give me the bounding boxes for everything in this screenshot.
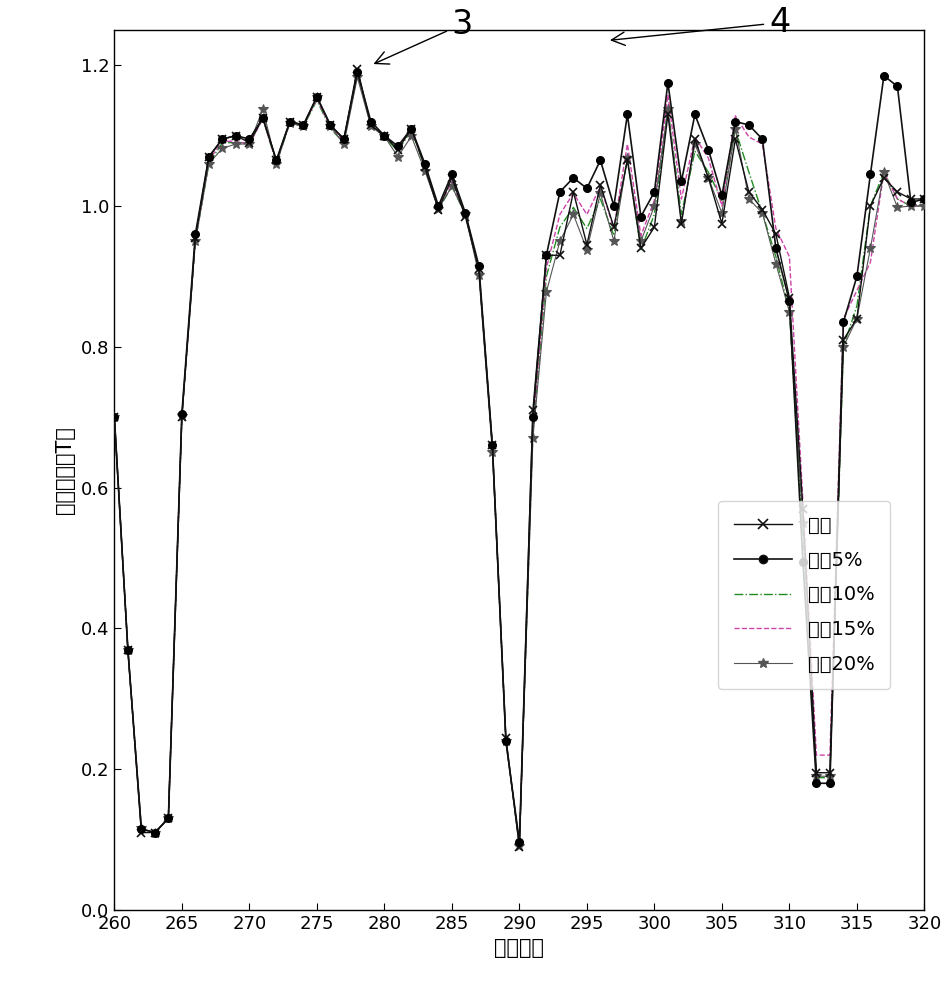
短路5%	[567, 172, 579, 184]
Y-axis label: 磁通密度（T）: 磁通密度（T）	[55, 426, 75, 514]
正常	[270, 154, 282, 166]
Line: 正常: 正常	[110, 65, 927, 851]
短路20%	[270, 158, 282, 170]
Line: 短路5%: 短路5%	[110, 68, 927, 846]
短路10%	[351, 68, 363, 80]
短路15%	[406, 123, 417, 135]
短路5%	[109, 411, 120, 423]
短路10%	[270, 158, 282, 170]
短路5%	[513, 836, 525, 848]
短路20%	[297, 120, 308, 132]
短路20%	[406, 130, 417, 142]
短路20%	[109, 411, 120, 423]
Text: 4: 4	[611, 6, 789, 45]
短路20%	[567, 208, 579, 220]
短路15%	[567, 187, 579, 199]
正常	[513, 841, 525, 853]
Legend: 正常, 短路5%, 短路10%, 短路15%, 短路20%: 正常, 短路5%, 短路10%, 短路15%, 短路20%	[718, 501, 889, 689]
短路5%	[351, 66, 363, 78]
短路10%	[406, 124, 417, 136]
Line: 短路10%: 短路10%	[114, 74, 923, 845]
短路20%	[351, 71, 363, 83]
正常	[351, 63, 363, 75]
短路20%	[837, 341, 848, 353]
短路10%	[297, 120, 308, 132]
正常	[837, 334, 848, 346]
短路5%	[406, 123, 417, 135]
Line: 短路15%: 短路15%	[114, 72, 923, 845]
短路15%	[837, 313, 848, 325]
短路15%	[297, 120, 308, 132]
短路15%	[621, 138, 632, 150]
正常	[918, 193, 929, 205]
短路15%	[918, 200, 929, 212]
短路20%	[621, 152, 632, 164]
正常	[297, 119, 308, 131]
短路5%	[621, 108, 632, 120]
短路10%	[513, 839, 525, 851]
短路5%	[270, 154, 282, 166]
短路10%	[837, 341, 848, 353]
短路20%	[918, 200, 929, 212]
短路10%	[918, 200, 929, 212]
短路15%	[109, 411, 120, 423]
正常	[621, 154, 632, 166]
短路5%	[297, 119, 308, 131]
短路15%	[351, 66, 363, 78]
短路10%	[621, 152, 632, 164]
正常	[567, 186, 579, 198]
短路15%	[270, 156, 282, 168]
X-axis label: 数据点数: 数据点数	[494, 938, 544, 958]
短路10%	[567, 201, 579, 213]
短路15%	[513, 839, 525, 851]
正常	[109, 411, 120, 423]
短路5%	[837, 316, 848, 328]
短路5%	[918, 193, 929, 205]
短路10%	[109, 411, 120, 423]
Text: 3: 3	[374, 8, 472, 64]
正常	[406, 123, 417, 135]
Line: 短路20%: 短路20%	[109, 72, 928, 851]
短路20%	[513, 840, 525, 852]
